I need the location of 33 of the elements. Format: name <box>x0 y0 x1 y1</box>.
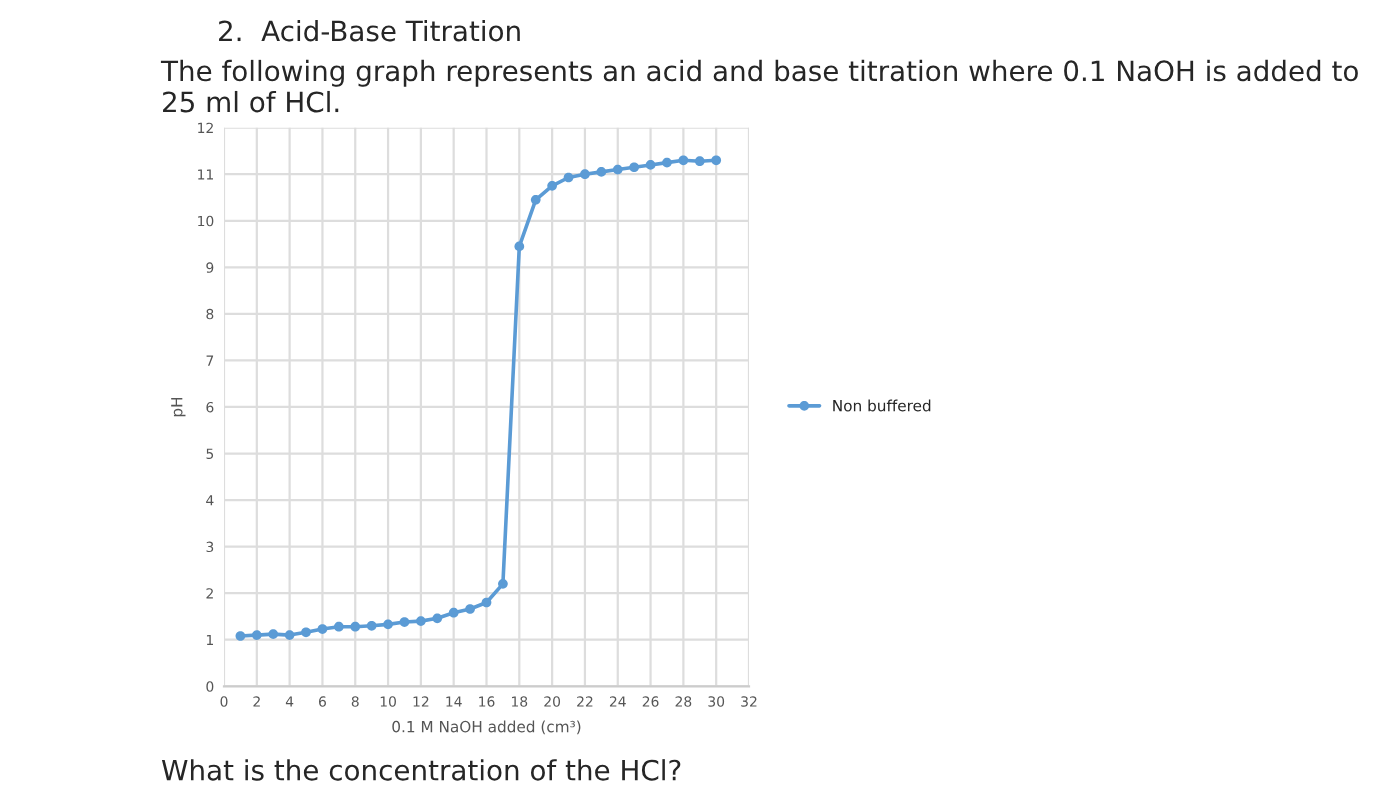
point <box>498 579 508 589</box>
point <box>251 630 262 640</box>
point <box>399 617 410 627</box>
text: What is the concentration of the HCl? <box>161 759 681 781</box>
point <box>711 155 722 166</box>
point <box>416 616 426 626</box>
point <box>317 624 328 634</box>
point <box>235 631 246 641</box>
point <box>694 156 705 167</box>
point <box>350 621 361 632</box>
point <box>301 627 311 638</box>
point <box>596 167 607 177</box>
point <box>268 629 279 640</box>
point <box>465 604 475 614</box>
point <box>514 241 525 252</box>
chart-title: 2. Acid-Base Titration <box>219 19 520 42</box>
point <box>481 597 492 608</box>
point <box>284 630 295 640</box>
point <box>333 621 344 632</box>
chart-subtitle: The following graph represents an acid and base titration where 0.1 NaOH is added to 25 ml of HCl. <box>160 59 1358 113</box>
point <box>645 160 656 170</box>
point <box>547 181 557 191</box>
point <box>563 172 574 183</box>
point <box>432 613 443 624</box>
point <box>530 194 541 205</box>
point <box>612 164 623 175</box>
point <box>383 619 393 630</box>
point <box>629 162 640 173</box>
point <box>580 169 590 180</box>
point <box>448 607 459 618</box>
point <box>366 620 377 631</box>
point <box>662 157 672 168</box>
point <box>678 155 689 166</box>
